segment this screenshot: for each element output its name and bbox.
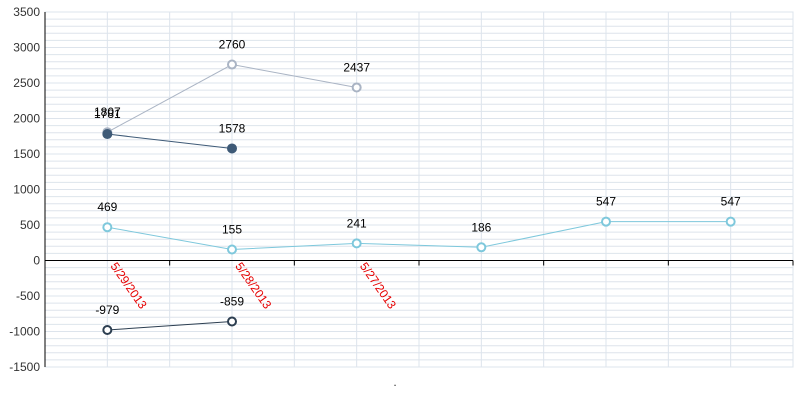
data-label: 2437 [343, 60, 370, 74]
series-group [102, 59, 736, 336]
data-point [227, 244, 237, 255]
y-axis-ticks: -1500 -1000 -500 0 500 1000 1500 2000 2500 3000 35… [9, 5, 40, 374]
data-label: 469 [97, 200, 117, 214]
data-point [601, 216, 611, 227]
data-label: -859 [220, 294, 244, 308]
y-tick-label: -500 [16, 289, 40, 303]
y-tick-label: 500 [20, 218, 40, 232]
y-tick-label: 2000 [13, 112, 40, 126]
y-tick-label: 0 [33, 254, 40, 268]
y-tick-label: 3000 [13, 41, 40, 55]
data-label: 241 [347, 216, 367, 230]
series-line [107, 221, 731, 250]
data-point [351, 82, 362, 93]
data-labels: 1807 2760 2437 1781 1578 469 155 241 186 547 547 -9… [94, 38, 741, 317]
data-point [227, 316, 237, 327]
data-label: 1578 [219, 121, 246, 135]
data-point [102, 325, 113, 336]
y-tick-label: 1500 [13, 147, 40, 161]
series-line [107, 133, 233, 149]
data-label: 547 [721, 195, 741, 209]
data-label: 186 [471, 220, 491, 234]
data-point [227, 143, 237, 154]
y-tick-label: 2500 [13, 76, 40, 90]
series-line [107, 320, 233, 331]
axes [44, 12, 794, 367]
grid-lines [44, 11, 794, 368]
data-point [227, 59, 237, 70]
y-tick-label: 1000 [13, 183, 40, 197]
x-axis-title: . [393, 375, 396, 389]
y-tick-label: -1000 [9, 325, 40, 339]
data-point [102, 129, 113, 140]
data-label: 1781 [94, 107, 121, 121]
y-tick-label: -1500 [9, 360, 40, 374]
data-label: 155 [222, 222, 242, 236]
data-point [476, 242, 487, 253]
data-label: 2760 [219, 38, 246, 52]
data-label: -979 [95, 303, 119, 317]
y-tick-label: 3500 [13, 5, 40, 19]
data-label: 547 [596, 195, 616, 209]
data-point [102, 222, 113, 233]
data-label: 1807 [94, 105, 121, 119]
data-point [725, 216, 736, 227]
data-point [351, 238, 362, 249]
